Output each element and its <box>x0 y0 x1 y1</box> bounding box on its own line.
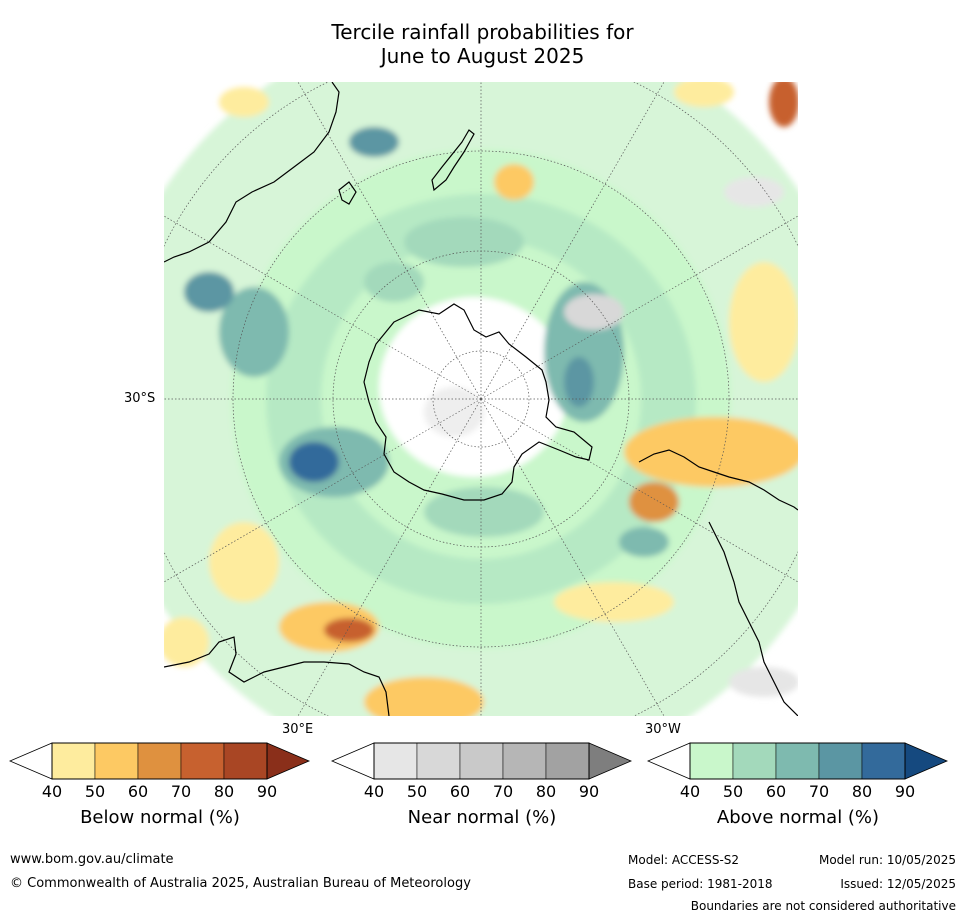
longitude-label-east: 30°E <box>282 722 314 737</box>
colorbar-bin <box>545 742 590 780</box>
polar-map <box>164 82 798 716</box>
africa-coast <box>164 82 340 263</box>
colorbar-bin <box>818 742 863 780</box>
colorbar-tick-label: 70 <box>170 782 192 801</box>
colorbar-bin <box>732 742 777 780</box>
colorbar-bin <box>861 742 906 780</box>
colorbar-extend-low <box>8 742 53 780</box>
colorbar-tick-label: 90 <box>578 782 600 801</box>
colorbar-tick-label: 50 <box>84 782 106 801</box>
colorbar-tick-label: 90 <box>256 782 278 801</box>
colorbar-extend-low <box>646 742 691 780</box>
model-run-text: Model run: 10/05/2025 <box>818 853 956 867</box>
longitude-label-west: 30°W <box>645 722 681 737</box>
colorbar-tick-label: 40 <box>363 782 385 801</box>
colorbar-bin <box>94 742 139 780</box>
colorbar-tick-label: 80 <box>851 782 873 801</box>
australia-coast <box>164 636 390 716</box>
colorbar-frame <box>373 742 590 780</box>
colorbar-bin <box>137 742 182 780</box>
colorbar-above-svg <box>646 742 949 780</box>
disclaimer-text: Boundaries are not considered authoritat… <box>690 899 956 913</box>
colorbar-extend-high <box>904 742 949 780</box>
colorbar-bin <box>689 742 734 780</box>
colorbar-tick-label: 80 <box>535 782 557 801</box>
colorbar-below-label: Below normal (%) <box>80 807 240 828</box>
base-period-text: Base period: 1981-2018 <box>628 877 773 891</box>
graticule <box>164 82 798 716</box>
colorbar-tick-label: 80 <box>213 782 235 801</box>
colorbar-bin <box>373 742 418 780</box>
issued-text: Issued: 12/05/2025 <box>840 877 956 891</box>
title-line-1: Tercile rainfall probabilities for <box>331 20 634 44</box>
south-america-east-coast <box>708 521 798 716</box>
model-text: Model: ACCESS-S2 <box>628 853 740 867</box>
colorbar-above-normal <box>646 742 949 780</box>
colorbar-bin <box>416 742 461 780</box>
colorbar-bin <box>51 742 96 780</box>
title-line-2: June to August 2025 <box>380 44 585 68</box>
colorbar-below-svg <box>8 742 311 780</box>
colorbar-below-normal <box>8 742 311 780</box>
colorbar-bin <box>180 742 225 780</box>
colorbar-extend-high <box>588 742 633 780</box>
colorbar-bin <box>775 742 820 780</box>
latitude-label: 30°S <box>124 391 156 406</box>
madagascar-coast <box>338 181 357 205</box>
colorbar-tick-label: 60 <box>127 782 149 801</box>
colorbar-frame <box>689 742 906 780</box>
colorbar-near-label: Near normal (%) <box>407 807 557 828</box>
antarctica-coast <box>363 303 593 501</box>
chart-title: Tercile rainfall probabilities for June … <box>0 20 965 68</box>
colorbar-extend-high <box>266 742 311 780</box>
colorbar-tick-label: 90 <box>894 782 916 801</box>
colorbar-tick-label: 50 <box>722 782 744 801</box>
colorbar-bin <box>223 742 268 780</box>
colorbar-frame <box>51 742 268 780</box>
south-america-coast <box>638 449 798 511</box>
colorbar-extend-low <box>330 742 375 780</box>
coastlines <box>164 82 798 716</box>
colorbar-near-normal <box>330 742 633 780</box>
map-canvas <box>164 82 798 716</box>
colorbar-tick-label: 60 <box>765 782 787 801</box>
new-zealand-coast <box>431 129 475 192</box>
website-text: www.bom.gov.au/climate <box>10 852 174 867</box>
copyright-text: © Commonwealth of Australia 2025, Austra… <box>10 876 471 891</box>
colorbar-bin <box>459 742 504 780</box>
colorbar-tick-label: 60 <box>449 782 471 801</box>
colorbar-tick-label: 70 <box>808 782 830 801</box>
colorbar-tick-label: 40 <box>41 782 63 801</box>
colorbar-above-label: Above normal (%) <box>716 807 880 828</box>
colorbar-tick-label: 50 <box>406 782 428 801</box>
colorbar-bin <box>502 742 547 780</box>
colorbar-tick-label: 40 <box>679 782 701 801</box>
colorbar-near-svg <box>330 742 633 780</box>
colorbar-tick-label: 70 <box>492 782 514 801</box>
